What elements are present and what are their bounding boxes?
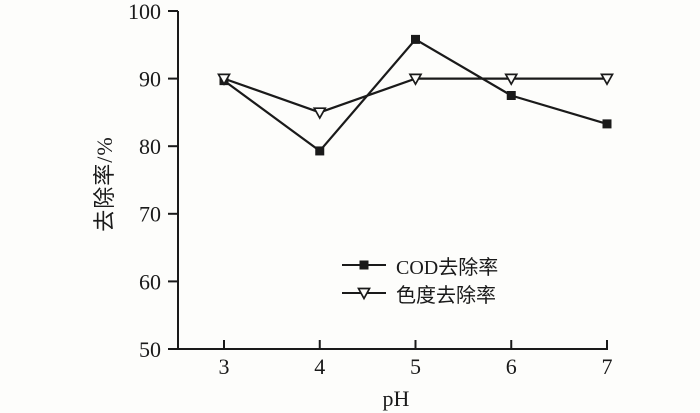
x-tick-label: 3 — [219, 354, 230, 379]
data-point-triangle — [312, 107, 327, 120]
data-point-square — [506, 91, 516, 100]
data-point-square — [411, 34, 420, 44]
y-tick-label: 50 — [139, 337, 161, 362]
legend-label: 色度去除率 — [396, 284, 496, 307]
y-axis-title: 去除率/% — [92, 136, 117, 232]
x-axis-title: pH — [382, 386, 410, 411]
open-triangle-marker-icon — [342, 287, 386, 301]
data-point-square — [315, 146, 325, 156]
filled-square-marker-icon — [342, 260, 386, 270]
x-tick-label: 7 — [602, 354, 613, 379]
y-tick-label: 90 — [139, 67, 161, 92]
legend: COD去除率 色度去除率 — [341, 251, 498, 307]
y-tick-label: 60 — [139, 269, 161, 294]
y-tick-label: 80 — [139, 134, 161, 159]
data-point-triangle — [217, 73, 231, 86]
x-tick-label: 4 — [314, 354, 325, 379]
legend-item-cod: COD去除率 — [341, 251, 498, 279]
data-point-triangle — [504, 73, 519, 86]
legend-item-color: 色度去除率 — [341, 279, 498, 307]
x-tick-label: 5 — [410, 354, 421, 379]
data-point-square — [602, 119, 612, 129]
series-line-0 — [223, 37, 608, 153]
y-tick-label: 70 — [139, 202, 161, 227]
legend-label: COD去除率 — [396, 256, 499, 279]
data-point-triangle — [408, 73, 423, 86]
x-tick-label: 6 — [506, 354, 517, 379]
y-tick-label: 100 — [128, 0, 161, 24]
data-point-triangle — [600, 73, 614, 86]
